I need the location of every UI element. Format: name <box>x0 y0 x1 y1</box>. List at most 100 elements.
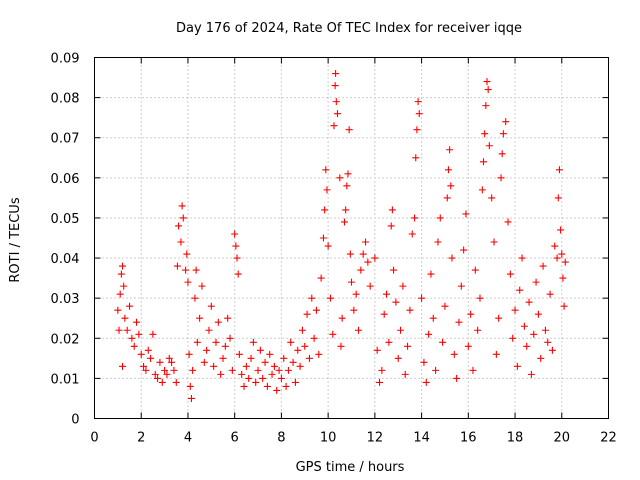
data-point <box>142 366 150 374</box>
data-point <box>177 238 185 246</box>
data-point <box>165 354 173 362</box>
x-tick-label: 14 <box>413 431 430 446</box>
data-point <box>277 374 285 382</box>
data-point <box>282 382 290 390</box>
data-point <box>273 386 281 394</box>
data-point <box>371 254 379 262</box>
data-point <box>523 342 531 350</box>
data-point <box>232 242 240 250</box>
data-point <box>344 170 352 178</box>
data-point <box>455 318 463 326</box>
data-point <box>121 314 129 322</box>
data-point <box>551 242 559 250</box>
data-point <box>315 350 323 358</box>
y-tick-labels: 0 0.01 0.02 0.03 0.04 0.05 0.06 0.07 0.08 0.09 <box>51 52 80 428</box>
data-point <box>268 370 276 378</box>
data-point <box>464 342 472 350</box>
data-point <box>342 206 350 214</box>
data-point <box>185 350 193 358</box>
data-point <box>189 366 197 374</box>
data-point <box>193 338 201 346</box>
data-point <box>448 254 456 262</box>
data-point <box>296 362 304 370</box>
data-point <box>284 366 292 374</box>
data-point <box>332 98 340 106</box>
data-point <box>249 338 257 346</box>
data-point <box>210 362 218 370</box>
data-point <box>151 370 159 378</box>
data-point <box>348 278 355 286</box>
data-point <box>161 366 169 374</box>
data-point <box>495 314 503 322</box>
data-point <box>228 366 236 374</box>
data-point <box>492 350 500 358</box>
data-point <box>499 130 507 138</box>
data-point <box>427 270 435 278</box>
data-point <box>191 294 199 302</box>
data-point <box>263 382 271 390</box>
data-point <box>373 346 381 354</box>
data-point <box>259 374 267 382</box>
data-point <box>484 86 492 94</box>
data-point <box>488 194 496 202</box>
data-point <box>444 166 452 174</box>
data-point <box>332 70 340 78</box>
data-point <box>331 82 339 90</box>
data-point <box>147 354 155 362</box>
data-point <box>117 270 125 278</box>
data-point <box>170 366 178 374</box>
data-point <box>168 358 176 366</box>
data-point <box>362 238 370 246</box>
data-point <box>207 302 215 310</box>
data-point <box>123 326 131 334</box>
data-point <box>411 214 419 222</box>
data-point <box>128 334 136 342</box>
data-point <box>183 250 191 258</box>
data-point <box>388 206 396 214</box>
y-tick-label: 0.03 <box>51 292 80 307</box>
data-point <box>294 346 302 354</box>
data-point <box>516 286 524 294</box>
data-point <box>324 242 332 250</box>
data-point <box>119 262 127 270</box>
data-point <box>158 378 166 386</box>
data-point <box>434 238 442 246</box>
data-point <box>471 266 479 274</box>
data-point <box>256 346 264 354</box>
data-point <box>224 314 232 322</box>
x-tick-label: 0 <box>90 431 98 446</box>
data-point <box>518 254 526 262</box>
data-point <box>414 98 422 106</box>
data-point <box>270 362 278 370</box>
data-point <box>436 214 444 222</box>
data-point <box>481 130 489 138</box>
data-point <box>317 274 325 282</box>
data-point <box>214 318 222 326</box>
data-point <box>476 294 484 302</box>
data-point <box>217 370 225 378</box>
data-point <box>355 326 363 334</box>
y-tick-label: 0 <box>71 413 79 428</box>
data-point <box>446 146 454 154</box>
data-point <box>156 358 164 366</box>
data-point <box>345 126 353 134</box>
data-point <box>467 310 475 318</box>
data-point <box>447 182 455 190</box>
data-point <box>359 250 367 258</box>
data-point <box>408 230 416 238</box>
data-point <box>175 222 183 230</box>
data-point <box>413 126 421 134</box>
data-point <box>557 226 565 234</box>
data-point <box>219 354 227 362</box>
data-point <box>513 362 521 370</box>
data-point <box>120 282 128 290</box>
data-point <box>397 326 405 334</box>
data-point <box>291 378 299 386</box>
data-point <box>504 218 512 226</box>
data-point <box>559 274 567 282</box>
data-point <box>200 358 208 366</box>
data-point <box>130 342 138 350</box>
data-point <box>469 366 477 374</box>
data-point <box>443 194 451 202</box>
data-point <box>537 354 545 362</box>
